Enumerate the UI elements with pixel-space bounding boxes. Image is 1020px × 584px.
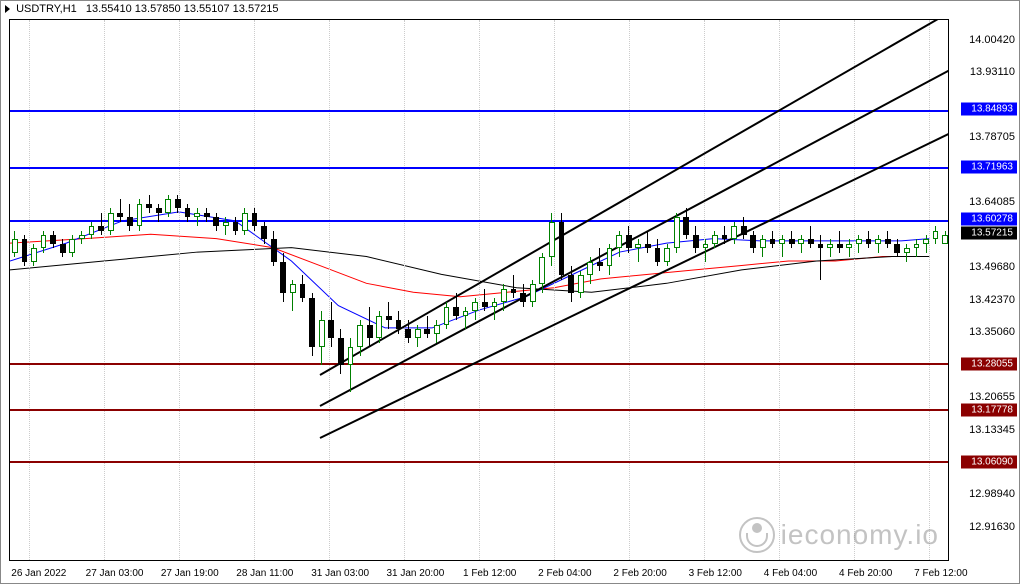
y-axis-label: 13.64085: [969, 196, 1015, 208]
horizontal-level-line: [10, 363, 948, 365]
price-level-tag: 13.60278: [961, 213, 1017, 226]
horizontal-level-line: [10, 167, 948, 169]
x-axis-label: 2 Feb 20:00: [613, 568, 666, 579]
chart-container: USDTRY,H1 13.55410 13.57850 13.55107 13.…: [0, 0, 1020, 584]
x-axis-label: 7 Feb 12:00: [914, 568, 967, 579]
price-level-tag: 13.84893: [961, 103, 1017, 116]
gridline-v: [854, 20, 855, 560]
y-axis-label: 13.13345: [969, 424, 1015, 436]
x-axis-label: 2 Feb 04:00: [538, 568, 591, 579]
x-axis-label: 4 Feb 04:00: [764, 568, 817, 579]
y-axis-label: 13.93110: [970, 66, 1015, 78]
gridline-v: [29, 20, 30, 560]
gridline-v: [104, 20, 105, 560]
moving-average-line: [10, 212, 929, 328]
x-axis-label: 27 Jan 03:00: [86, 568, 144, 579]
moving-average-line: [10, 248, 929, 293]
watermark-text: ieconomy.io: [781, 519, 939, 551]
x-axis-label: 31 Jan 20:00: [386, 568, 444, 579]
gridline-v: [554, 20, 555, 560]
x-axis-label: 28 Jan 11:00: [236, 568, 293, 579]
x-axis-label: 27 Jan 19:00: [161, 568, 219, 579]
y-axis: 14.00420 13.93110 13.78705 13.64085 13.49680…: [951, 19, 1019, 561]
price-level-tag: 13.57215: [961, 227, 1017, 240]
gridline-v: [329, 20, 330, 560]
horizontal-level-line: [10, 461, 948, 463]
x-axis-label: 26 Jan 2022: [11, 568, 66, 579]
x-axis-label: 1 Feb 12:00: [463, 568, 516, 579]
watermark: ieconomy.io: [739, 517, 939, 553]
gridline-v: [629, 20, 630, 560]
horizontal-level-line: [10, 409, 948, 411]
y-axis-label: 13.78705: [969, 131, 1015, 143]
x-axis-label: 4 Feb 20:00: [839, 568, 892, 579]
y-axis-label: 13.42370: [969, 294, 1015, 306]
x-axis-label: 3 Feb 12:00: [689, 568, 742, 579]
symbol-text: USDTRY,H1: [16, 3, 77, 15]
x-axis-label: 31 Jan 03:00: [311, 568, 369, 579]
chart-plot-area[interactable]: [9, 19, 949, 561]
gridline-v: [404, 20, 405, 560]
horizontal-level-line: [10, 220, 948, 222]
watermark-logo-icon: [739, 517, 775, 553]
ohlc-text: 13.55410 13.57850 13.55107 13.57215: [86, 3, 279, 15]
price-level-tag: 13.06090: [961, 456, 1017, 469]
y-axis-label: 13.20655: [969, 391, 1015, 403]
price-level-tag: 13.28055: [961, 357, 1017, 370]
x-axis: 26 Jan 2022 27 Jan 03:00 27 Jan 19:00 28 Ja…: [9, 563, 949, 583]
y-axis-label: 12.98940: [969, 488, 1015, 500]
y-axis-label: 13.35060: [969, 326, 1015, 338]
title-arrow-icon: [5, 5, 10, 13]
horizontal-level-line: [10, 110, 948, 112]
price-level-tag: 13.17778: [961, 403, 1017, 416]
gridline-v: [254, 20, 255, 560]
price-level-tag: 13.71963: [961, 160, 1017, 173]
gridline-v: [929, 20, 930, 560]
gridline-v: [179, 20, 180, 560]
chart-title: USDTRY,H1 13.55410 13.57850 13.55107 13.…: [5, 3, 279, 15]
y-axis-label: 12.91630: [969, 521, 1015, 533]
gridline-v: [779, 20, 780, 560]
y-axis-label: 13.49680: [969, 261, 1015, 273]
gridline-v: [479, 20, 480, 560]
gridline-v: [704, 20, 705, 560]
y-axis-label: 14.00420: [969, 34, 1015, 46]
